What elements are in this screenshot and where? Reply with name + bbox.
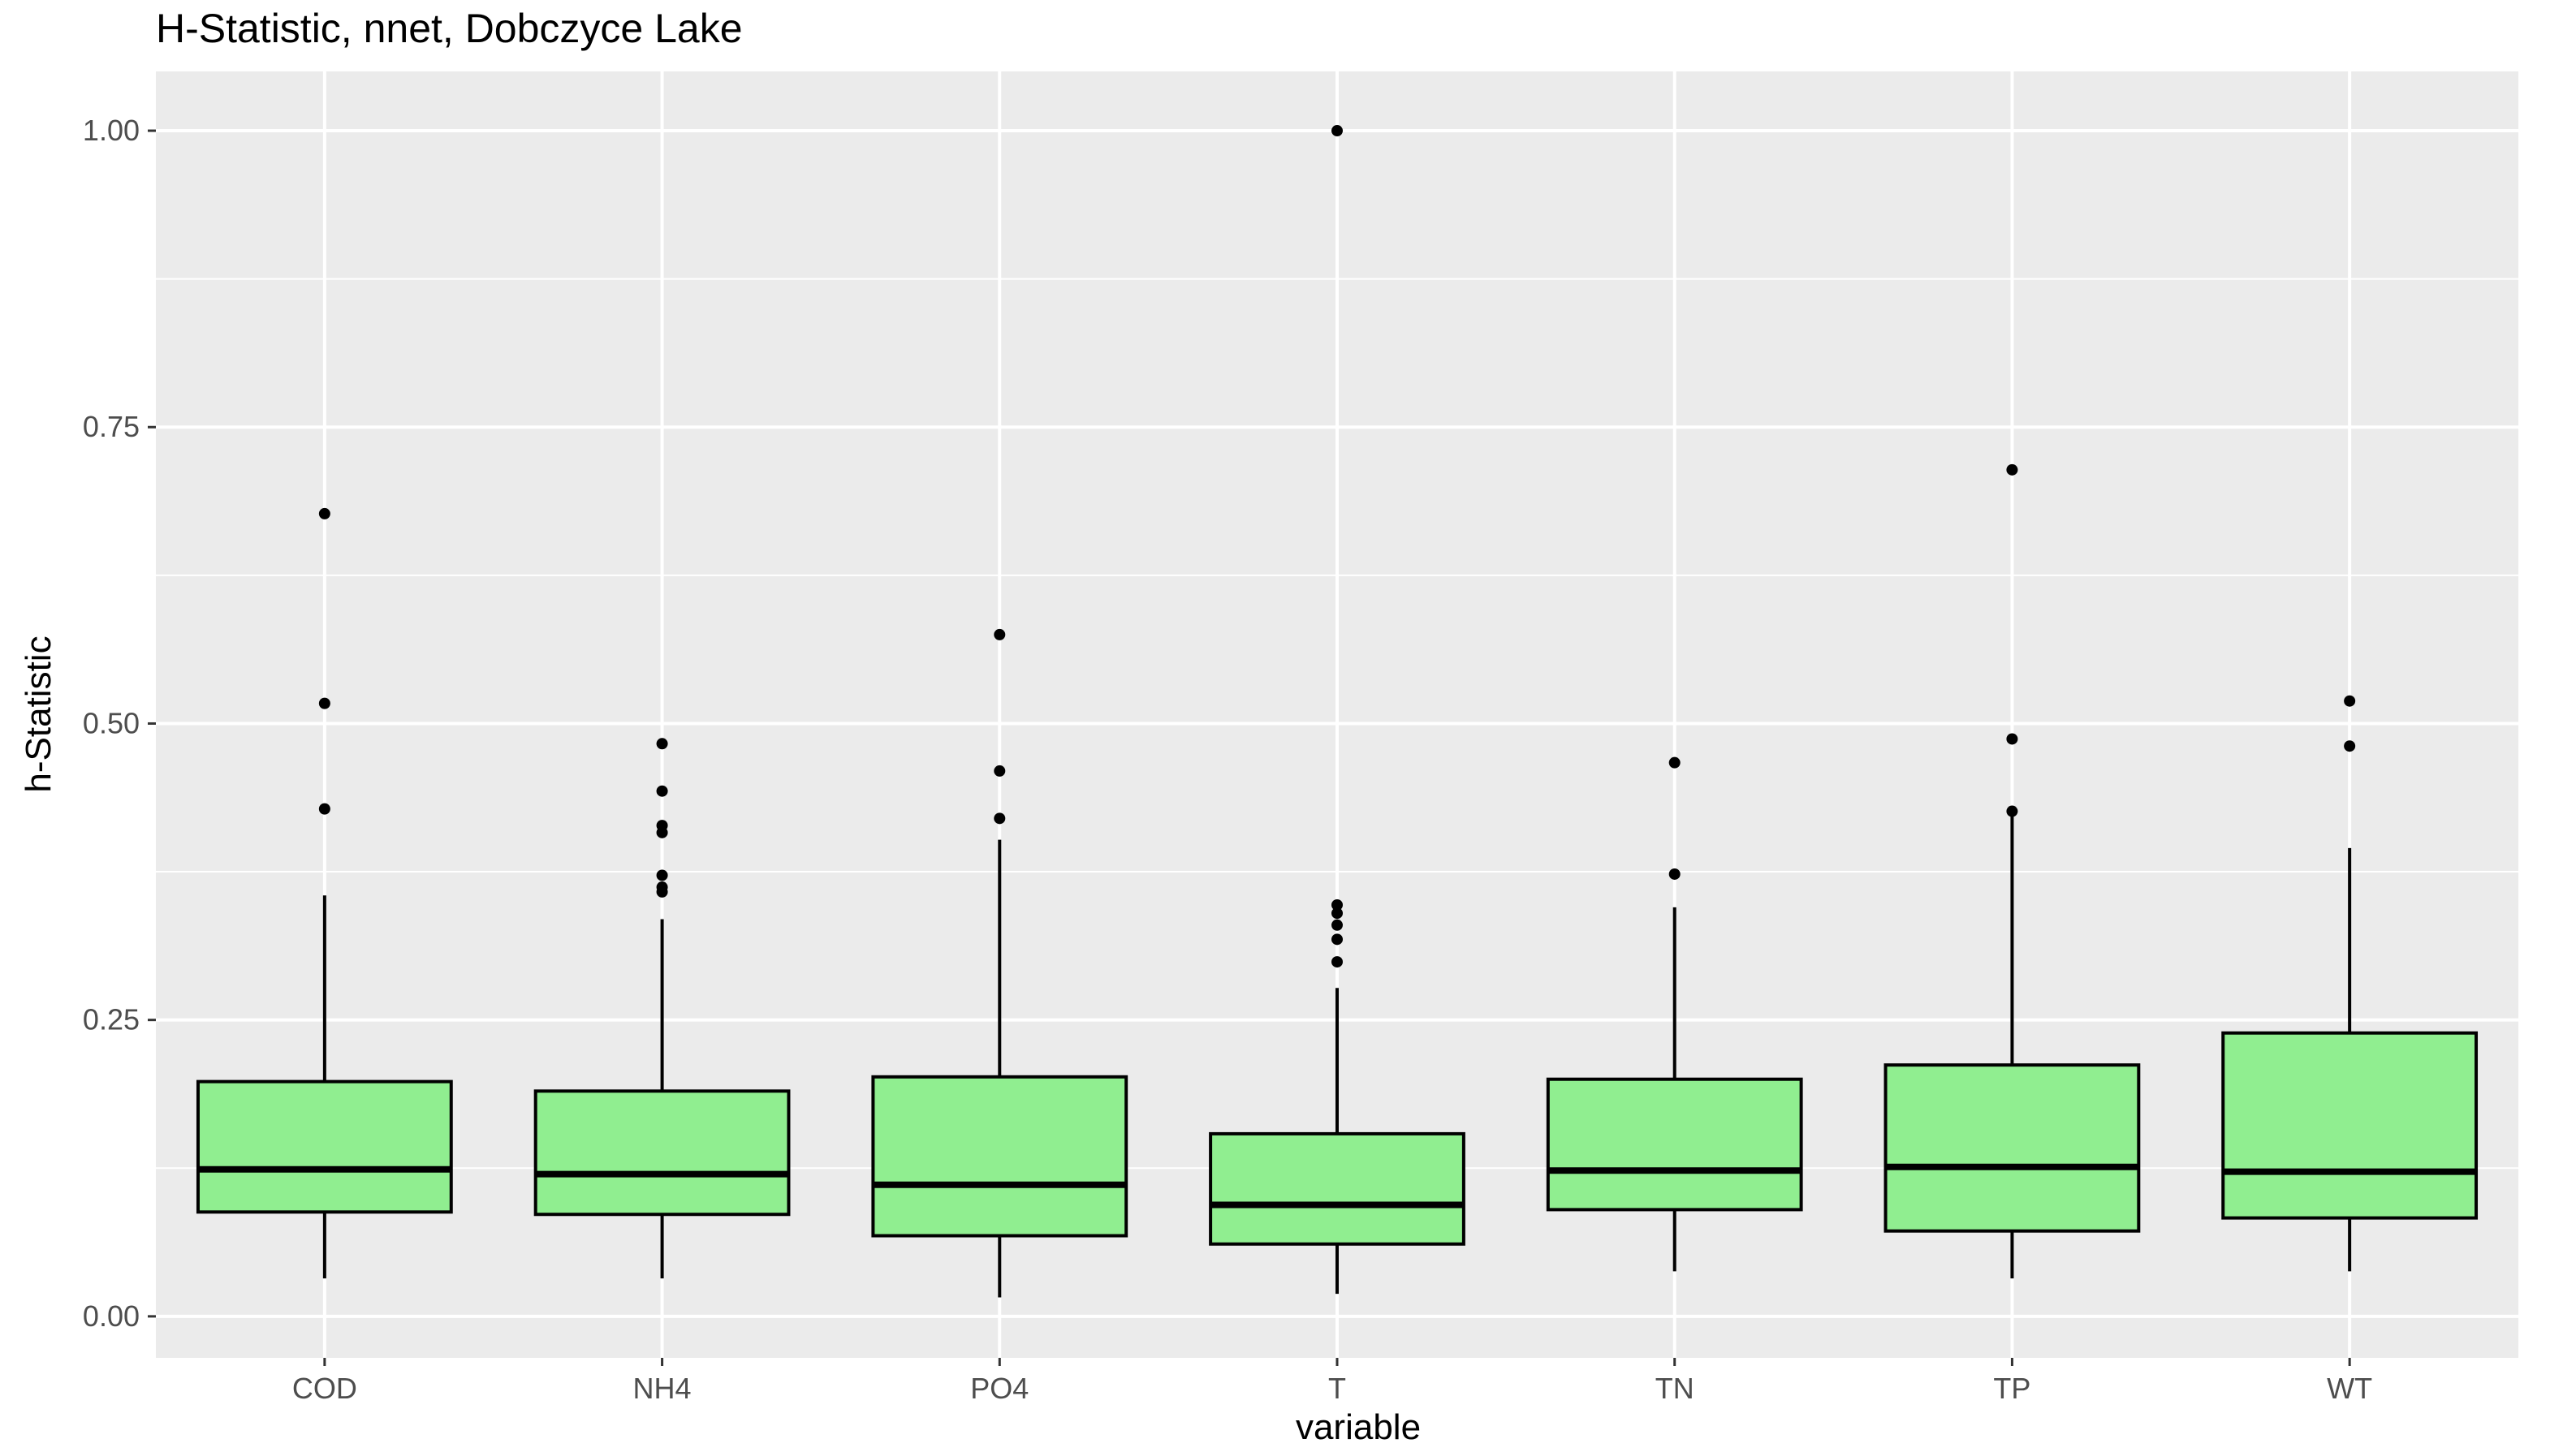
outlier-point bbox=[1331, 907, 1343, 920]
outlier-point bbox=[2006, 463, 2018, 476]
y-tick-label: 0.25 bbox=[83, 1003, 140, 1036]
y-tick-label: 0.75 bbox=[83, 410, 140, 443]
y-tick-label: 0.00 bbox=[83, 1299, 140, 1333]
y-axis-title: h-Statistic bbox=[19, 636, 58, 792]
outlier-point bbox=[1331, 898, 1343, 911]
x-tick-label: PO4 bbox=[970, 1372, 1029, 1405]
y-tick-label: 1.00 bbox=[83, 114, 140, 147]
outlier-point bbox=[994, 765, 1006, 777]
outlier-point bbox=[1331, 956, 1343, 968]
x-tick-label: COD bbox=[292, 1372, 357, 1405]
outlier-point bbox=[656, 869, 668, 881]
chart-title: H-Statistic, nnet, Dobczyce Lake bbox=[156, 6, 743, 51]
box-iqr bbox=[533, 1089, 791, 1217]
outlier-point bbox=[2344, 740, 2356, 752]
box-series bbox=[196, 125, 2479, 1298]
box-iqr bbox=[2221, 1031, 2479, 1220]
outlier-point bbox=[656, 785, 668, 797]
x-axis: COD NH4 PO4 T TN TP WT bbox=[292, 1358, 2372, 1405]
outlier-point bbox=[1668, 868, 1681, 880]
outlier-point bbox=[1668, 756, 1681, 769]
outlier-point bbox=[1331, 933, 1343, 946]
y-tick-label: 0.50 bbox=[83, 706, 140, 739]
outlier-point bbox=[656, 738, 668, 750]
box-nh4 bbox=[533, 738, 791, 1279]
outlier-point bbox=[2006, 805, 2018, 817]
x-tick-label: NH4 bbox=[633, 1372, 692, 1405]
outlier-point bbox=[2344, 695, 2356, 707]
box-iqr bbox=[1546, 1077, 1803, 1212]
box-tn bbox=[1546, 756, 1803, 1272]
outlier-point bbox=[318, 507, 330, 519]
box-tp bbox=[1883, 463, 2141, 1279]
box-iqr bbox=[871, 1075, 1128, 1238]
outlier-point bbox=[318, 697, 330, 709]
x-tick-label: T bbox=[1328, 1372, 1346, 1405]
box-iqr bbox=[1209, 1131, 1465, 1246]
y-axis: 0.00 0.25 0.50 0.75 1.00 bbox=[83, 114, 156, 1333]
x-tick-label: TP bbox=[1993, 1372, 2030, 1405]
outlier-point bbox=[2006, 733, 2018, 745]
outlier-point bbox=[656, 881, 668, 894]
x-axis-title: variable bbox=[1296, 1407, 1421, 1447]
x-tick-label: TN bbox=[1655, 1372, 1694, 1405]
outlier-point bbox=[318, 803, 330, 815]
box-wt bbox=[2221, 695, 2479, 1272]
outlier-point bbox=[994, 812, 1006, 825]
box-iqr bbox=[1883, 1063, 2141, 1233]
outlier-point bbox=[1331, 125, 1343, 137]
outlier-point bbox=[1331, 919, 1343, 931]
x-tick-label: WT bbox=[2327, 1372, 2372, 1405]
outlier-point bbox=[656, 820, 668, 832]
box-t bbox=[1209, 125, 1465, 1295]
box-cod bbox=[196, 507, 453, 1279]
outlier-point bbox=[994, 628, 1006, 640]
box-po4 bbox=[871, 628, 1128, 1298]
box-iqr bbox=[196, 1079, 453, 1214]
